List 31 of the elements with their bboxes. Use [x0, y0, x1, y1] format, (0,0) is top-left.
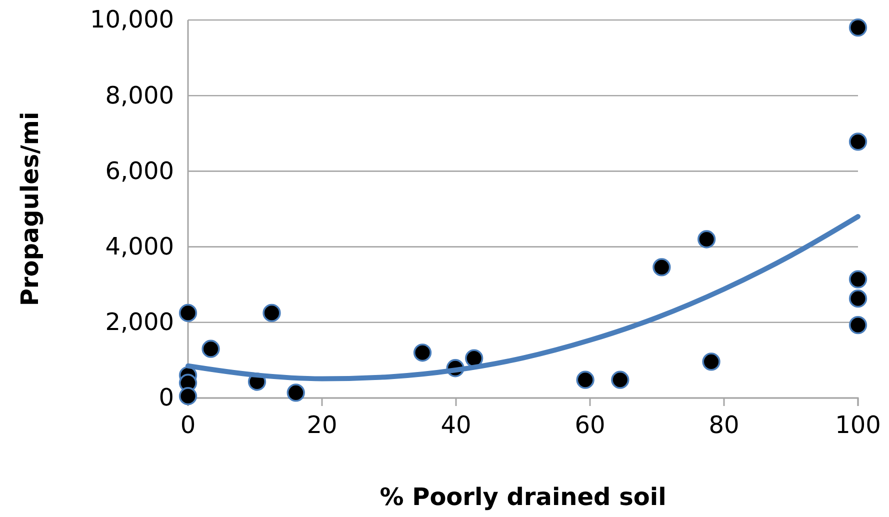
y-axis-title: Propagules/mi	[16, 112, 44, 306]
point	[178, 304, 198, 322]
point	[652, 258, 671, 276]
point	[413, 344, 432, 362]
x-tick-label: 0	[180, 411, 196, 440]
point	[848, 270, 868, 288]
y-tick-label: 10,000	[90, 6, 174, 34]
point	[611, 370, 630, 389]
point	[202, 340, 220, 358]
point	[286, 384, 305, 402]
x-tick-label: 100	[835, 411, 881, 440]
point	[465, 349, 484, 368]
point	[848, 316, 868, 334]
y-tick-label: 2,000	[105, 308, 174, 336]
point	[848, 290, 868, 308]
point	[178, 387, 198, 406]
x-axis-title: % Poorly drained soil	[380, 483, 666, 511]
point	[262, 304, 281, 322]
y-tick-label: 6,000	[105, 156, 174, 185]
x-tick-label: 20	[306, 411, 338, 440]
point	[702, 352, 720, 371]
y-tick-label: 0	[158, 384, 174, 412]
point	[848, 132, 868, 151]
x-tick-label: 80	[708, 411, 740, 440]
x-tick-label: 40	[440, 411, 472, 440]
y-tick-label: 8,000	[105, 81, 174, 110]
x-tick-label: 60	[574, 411, 606, 440]
point	[848, 18, 868, 37]
point	[576, 370, 594, 389]
point	[698, 230, 716, 248]
y-tick-label: 4,000	[105, 232, 174, 260]
